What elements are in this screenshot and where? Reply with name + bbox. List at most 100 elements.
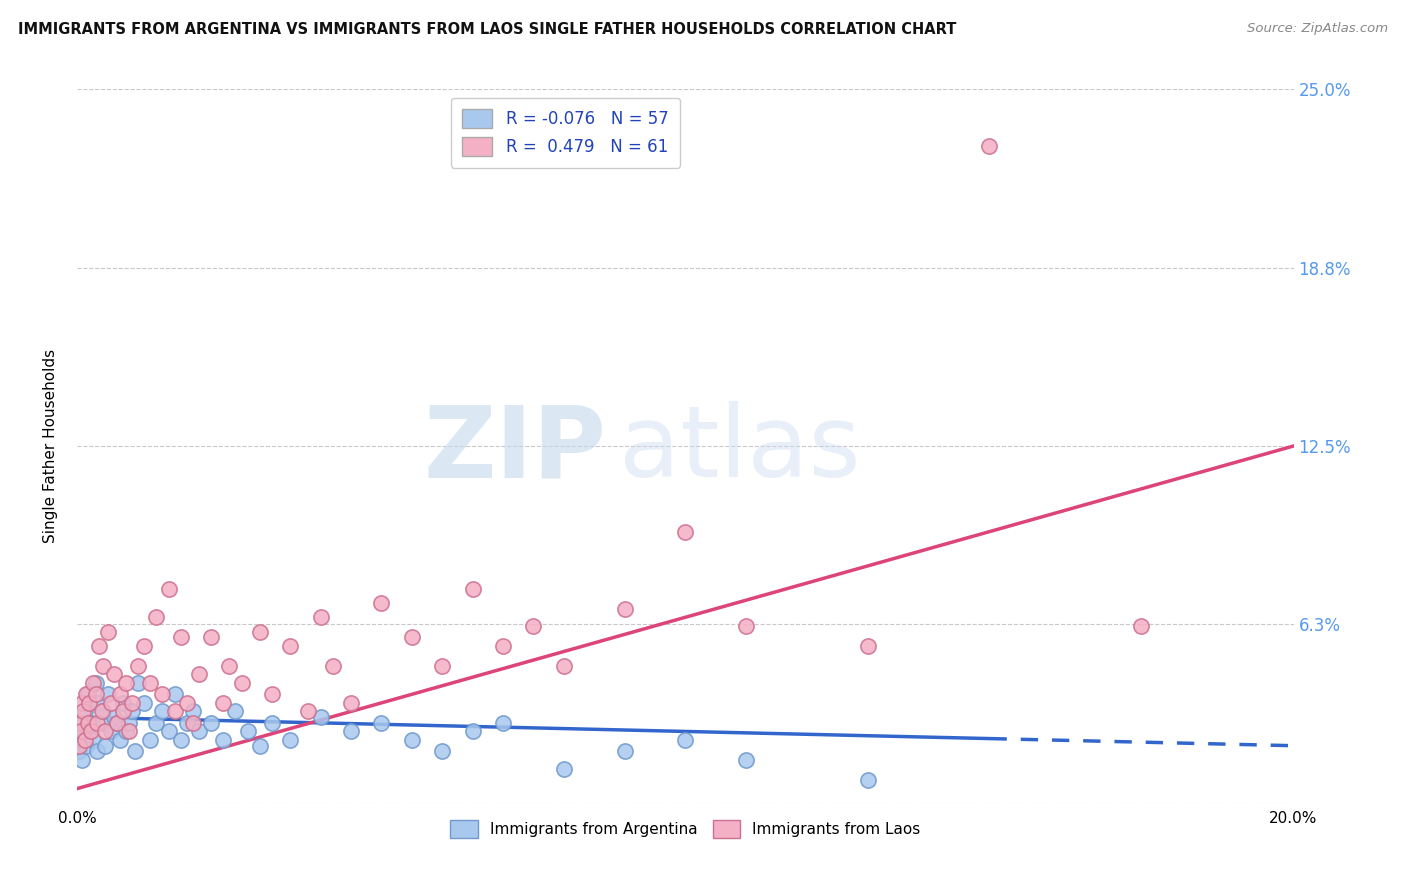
Point [322, 658, 344, 673]
Point [249, 624, 271, 639]
Point [152, 705, 174, 719]
Point [73, 705, 96, 719]
Point [979, 139, 1001, 153]
Point [90, 705, 112, 719]
Point [84, 676, 107, 690]
Point [77, 715, 100, 730]
Point [79, 724, 101, 739]
Point [75, 739, 97, 753]
Point [69, 715, 91, 730]
Point [430, 658, 453, 673]
Point [90, 715, 112, 730]
Point [67, 739, 90, 753]
Point [82, 733, 104, 747]
Point [200, 715, 222, 730]
Point [115, 676, 138, 690]
Point [613, 744, 636, 758]
Point [370, 715, 392, 730]
Point [309, 610, 332, 624]
Point [170, 733, 193, 747]
Point [461, 582, 484, 596]
Point [70, 724, 93, 739]
Point [401, 630, 423, 644]
Point [91, 658, 114, 673]
Point [91, 705, 114, 719]
Point [522, 619, 544, 633]
Point [236, 724, 259, 739]
Point [461, 724, 484, 739]
Point [70, 753, 93, 767]
Point [97, 687, 120, 701]
Point [80, 724, 103, 739]
Point [108, 733, 131, 747]
Point [86, 744, 108, 758]
Point [87, 696, 110, 710]
Point [121, 705, 143, 719]
Point [145, 715, 167, 730]
Point [145, 610, 167, 624]
Point [260, 715, 283, 730]
Point [72, 705, 94, 719]
Point [70, 715, 93, 730]
Point [157, 582, 180, 596]
Point [553, 658, 575, 673]
Point [675, 733, 697, 747]
Point [1130, 619, 1153, 633]
Point [163, 705, 186, 719]
Point [80, 715, 103, 730]
Point [97, 624, 120, 639]
Point [157, 724, 180, 739]
Point [188, 667, 211, 681]
Point [613, 601, 636, 615]
Point [87, 639, 110, 653]
Point [188, 724, 211, 739]
Point [100, 724, 122, 739]
Point [370, 596, 392, 610]
Point [121, 696, 143, 710]
Point [278, 733, 301, 747]
Point [105, 715, 128, 730]
Point [430, 744, 453, 758]
Point [105, 715, 128, 730]
Point [84, 687, 107, 701]
Point [82, 676, 104, 690]
Point [492, 715, 515, 730]
Point [86, 715, 108, 730]
Point [108, 687, 131, 701]
Point [675, 524, 697, 539]
Point [735, 753, 758, 767]
Point [340, 696, 363, 710]
Point [553, 762, 575, 776]
Point [111, 705, 134, 719]
Point [856, 639, 879, 653]
Point [70, 696, 93, 710]
Point [231, 676, 253, 690]
Y-axis label: Single Father Households: Single Father Households [44, 349, 58, 543]
Legend: Immigrants from Argentina, Immigrants from Laos: Immigrants from Argentina, Immigrants fr… [440, 810, 931, 848]
Point [278, 639, 301, 653]
Point [73, 733, 96, 747]
Point [127, 676, 149, 690]
Point [77, 687, 100, 701]
Text: IMMIGRANTS FROM ARGENTINA VS IMMIGRANTS FROM LAOS SINGLE FATHER HOUSEHOLDS CORRE: IMMIGRANTS FROM ARGENTINA VS IMMIGRANTS … [18, 22, 956, 37]
Point [181, 715, 204, 730]
Point [93, 724, 115, 739]
Point [103, 710, 125, 724]
Point [401, 733, 423, 747]
Point [75, 687, 97, 701]
Point [72, 724, 94, 739]
Point [492, 639, 515, 653]
Point [127, 658, 149, 673]
Point [163, 687, 186, 701]
Point [124, 744, 146, 758]
Point [856, 772, 879, 787]
Point [249, 739, 271, 753]
Point [212, 733, 235, 747]
Point [170, 630, 193, 644]
Point [224, 705, 246, 719]
Text: atlas: atlas [619, 401, 860, 498]
Point [260, 687, 283, 701]
Point [134, 639, 156, 653]
Point [79, 696, 101, 710]
Point [297, 705, 319, 719]
